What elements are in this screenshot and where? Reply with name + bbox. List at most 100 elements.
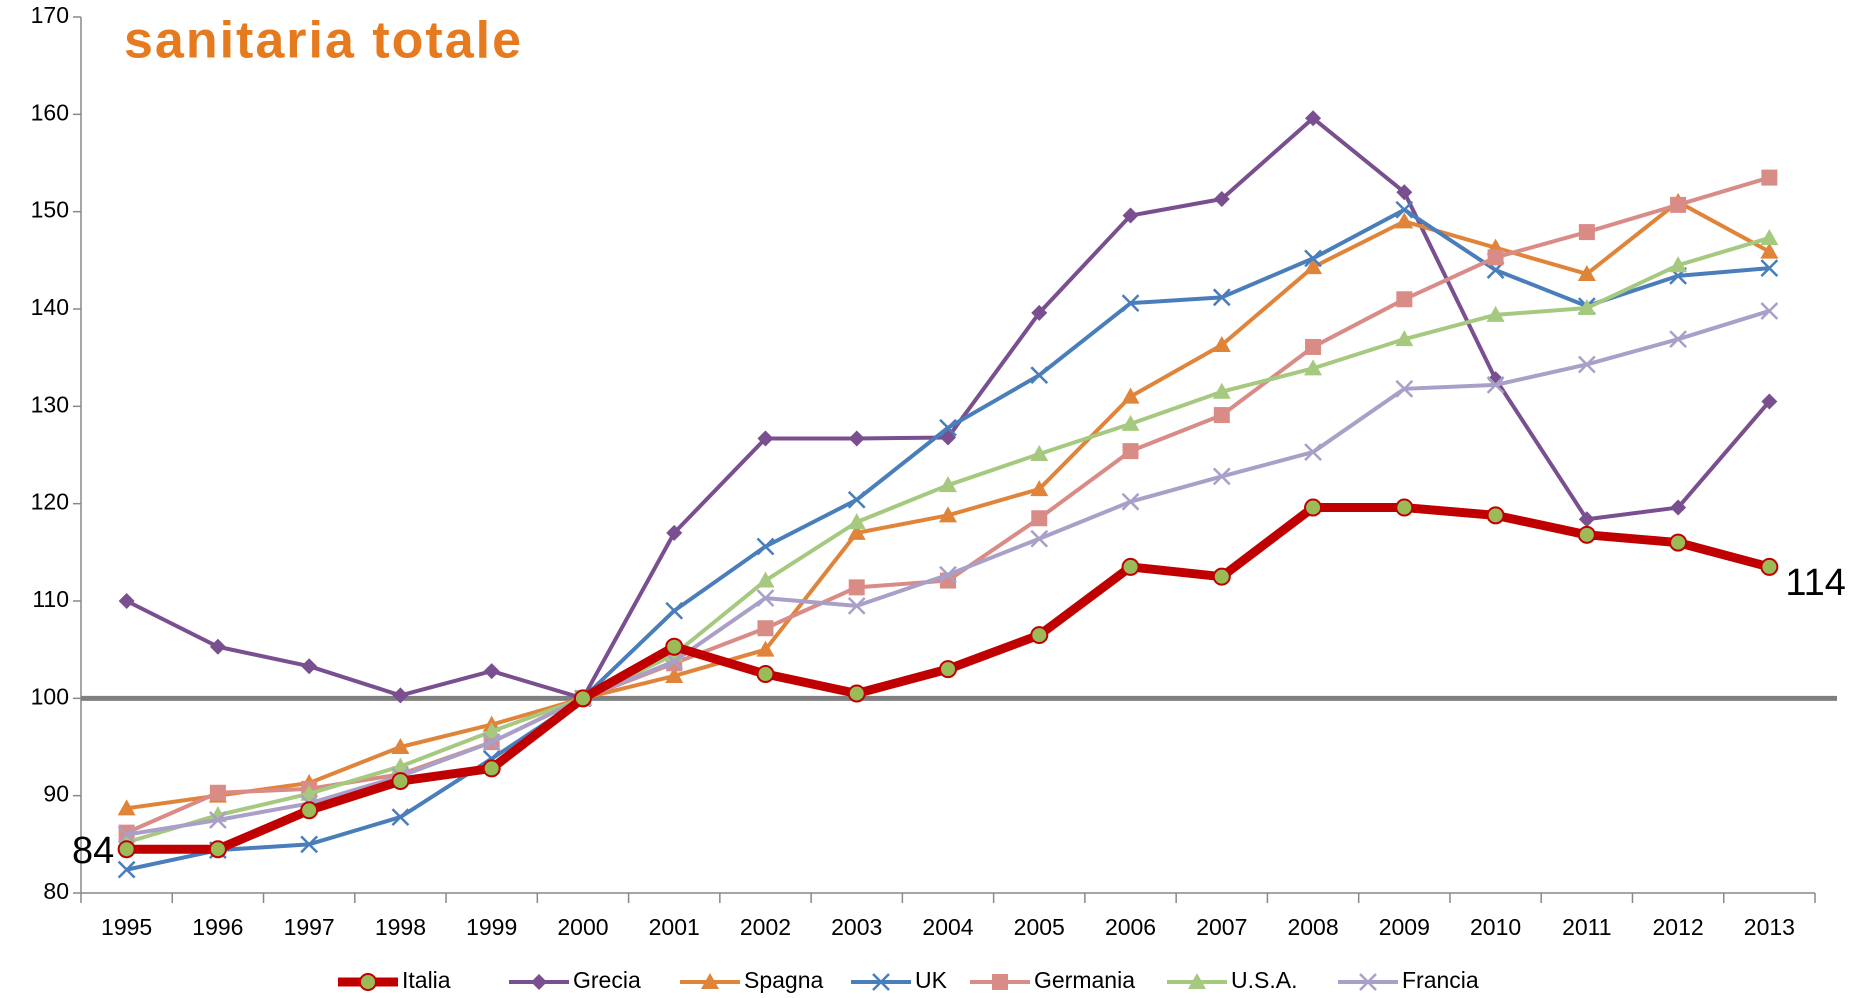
marker (531, 974, 547, 990)
y-tick-label: 80 (43, 878, 69, 904)
x-tick-label: 2011 (1562, 914, 1611, 940)
chart-title: sanitaria totale (124, 12, 523, 70)
marker (872, 973, 890, 991)
marker (209, 638, 226, 655)
marker (756, 665, 775, 683)
y-tick-label: 100 (31, 683, 69, 709)
marker (756, 537, 775, 556)
legend-label: U.S.A. (1231, 967, 1297, 993)
marker (1213, 407, 1230, 424)
y-tick-label: 160 (31, 99, 69, 125)
marker (1122, 443, 1139, 460)
legend-label: Italia (402, 967, 451, 993)
marker (391, 808, 410, 826)
marker (1578, 224, 1595, 241)
marker (1669, 533, 1688, 552)
y-tick-label: 120 (31, 489, 69, 515)
x-tick-label: 2008 (1287, 914, 1338, 940)
marker (1670, 196, 1687, 213)
y-tick-label: 170 (31, 2, 69, 28)
marker (1396, 291, 1413, 308)
series-line (126, 199, 1771, 811)
marker (847, 523, 866, 540)
marker (483, 663, 500, 680)
x-tick-label: 2003 (831, 914, 882, 940)
marker (1486, 376, 1505, 394)
marker (209, 811, 227, 829)
marker (301, 658, 318, 675)
marker (573, 689, 592, 708)
marker (1304, 359, 1323, 376)
marker (1030, 366, 1049, 385)
x-tick-label: 2012 (1653, 914, 1704, 940)
marker (1305, 110, 1322, 127)
marker (1212, 567, 1231, 586)
marker (756, 589, 775, 607)
marker (1761, 169, 1778, 186)
y-tick-label: 130 (31, 391, 69, 417)
marker (300, 784, 319, 801)
marker (1395, 379, 1414, 398)
marker (665, 637, 684, 656)
marker (1760, 242, 1779, 259)
x-tick-label: 2010 (1470, 914, 1521, 940)
x-tick-label: 2006 (1105, 914, 1156, 940)
marker (1031, 510, 1048, 527)
marker (1578, 511, 1595, 528)
marker (1669, 330, 1687, 349)
marker (482, 733, 501, 752)
marker (1670, 499, 1687, 516)
marker (939, 506, 957, 523)
x-tick-label: 2000 (557, 914, 608, 940)
marker (392, 687, 409, 704)
marker (1395, 330, 1414, 347)
x-tick-label: 1998 (375, 914, 426, 940)
marker (1304, 498, 1323, 517)
marker (1304, 443, 1322, 461)
x-tick-label: 1997 (284, 914, 335, 940)
series-line (125, 175, 1770, 835)
marker (117, 840, 136, 859)
marker (666, 524, 683, 541)
marker (665, 666, 684, 683)
marker (1213, 191, 1230, 208)
marker (1031, 304, 1048, 321)
x-tick-label: 1995 (101, 914, 152, 940)
marker (359, 973, 377, 991)
marker (1577, 299, 1596, 316)
marker (391, 772, 410, 791)
marker (391, 738, 410, 754)
marker (391, 757, 410, 774)
x-tick-label: 1996 (192, 914, 243, 940)
marker (701, 973, 719, 989)
marker (757, 620, 774, 637)
marker (1188, 973, 1206, 989)
marker (300, 801, 319, 820)
marker (1030, 626, 1049, 645)
series-line (126, 236, 1770, 845)
y-tick-label: 140 (31, 294, 69, 320)
marker (1121, 557, 1140, 576)
marker (1030, 529, 1049, 548)
marker (939, 660, 957, 679)
marker (209, 784, 226, 801)
series-line (126, 207, 1770, 872)
marker (300, 835, 319, 854)
marker (1396, 184, 1413, 201)
x-tick-label: 2013 (1744, 914, 1795, 940)
marker (992, 974, 1008, 990)
marker (939, 565, 957, 584)
x-tick-label: 2007 (1196, 914, 1247, 940)
marker (1577, 264, 1596, 281)
marker (482, 722, 501, 739)
marker (1212, 336, 1231, 353)
y-tick-label: 110 (32, 586, 69, 612)
marker (665, 652, 684, 671)
marker (1760, 259, 1779, 278)
x-tick-label: 1999 (466, 914, 517, 940)
marker (1304, 258, 1323, 275)
marker (848, 430, 865, 447)
marker (756, 571, 775, 588)
